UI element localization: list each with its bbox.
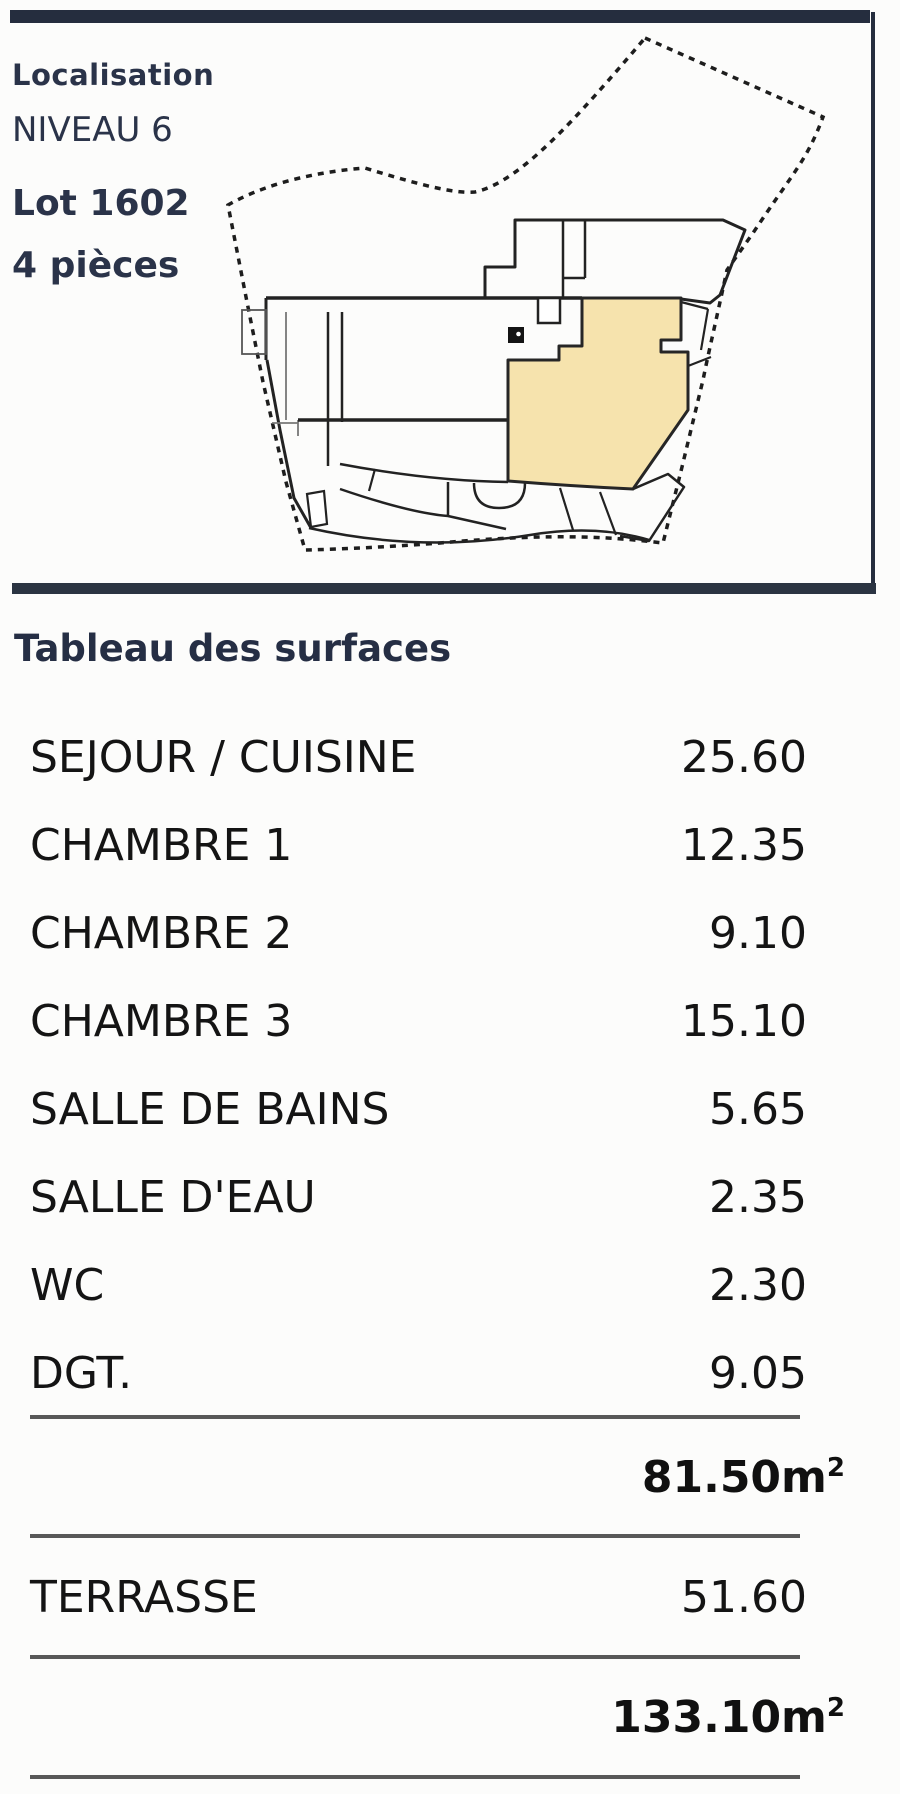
balcony-band-curves (339, 462, 509, 531)
highlighted-lot-1602 (506, 296, 690, 491)
table-row: CHAMBRE 2 9.10 (30, 889, 807, 977)
top-bar (10, 10, 870, 23)
pieces-label: 4 pièces (12, 245, 180, 286)
left-thin-walls (272, 312, 299, 436)
page-title: Localisation (12, 58, 215, 92)
row-value: 2.30 (709, 1259, 807, 1311)
balcony-semicircle-notch (472, 482, 527, 510)
left-balcony-rect (241, 309, 267, 355)
table-row: SALLE DE BAINS 5.65 (30, 1065, 807, 1153)
building-upper-wing (483, 218, 747, 305)
table-row: CHAMBRE 3 15.10 (30, 977, 807, 1065)
terrace-outer-curve (308, 526, 650, 544)
row-value: 2.35 (709, 1171, 807, 1223)
terrasse-row: TERRASSE 51.60 (30, 1569, 807, 1625)
lot-label: Lot 1602 (12, 183, 190, 224)
surfaces-table: SEJOUR / CUISINE 25.60 CHAMBRE 1 12.35 C… (30, 713, 807, 1417)
row-value: 15.10 (681, 995, 807, 1047)
grand-total: 133.10m2 (30, 1692, 845, 1743)
total-value: 133.10m (611, 1692, 827, 1743)
neighbor-unit-walls (680, 300, 712, 368)
habitable-subtotal: 81.50m2 (30, 1452, 845, 1503)
row-label: DGT. (30, 1347, 133, 1399)
row-label: SEJOUR / CUISINE (30, 731, 417, 783)
building-wall-tab (536, 296, 562, 325)
table-row: SEJOUR / CUISINE 25.60 (30, 713, 807, 801)
bottom-left-rect (305, 489, 329, 529)
elevator-marker-icon (508, 327, 524, 343)
subtotal-superscript: 2 (826, 1453, 845, 1483)
section-divider-bar (12, 583, 876, 594)
table-row: SALLE D'EAU 2.35 (30, 1153, 807, 1241)
row-label: SALLE DE BAINS (30, 1083, 390, 1135)
floor-plan (226, 35, 826, 552)
building-upper-wing-walls (561, 221, 587, 297)
right-border-line (871, 12, 875, 586)
horizontal-rule (30, 1415, 800, 1419)
table-row: CHAMBRE 1 12.35 (30, 801, 807, 889)
row-value: 51.60 (681, 1571, 807, 1623)
row-value: 5.65 (709, 1083, 807, 1135)
row-label: SALLE D'EAU (30, 1171, 316, 1223)
subtotal-value: 81.50m (641, 1452, 827, 1503)
row-label: CHAMBRE 1 (30, 819, 293, 871)
level-label: NIVEAU 6 (12, 110, 173, 150)
row-label: CHAMBRE 2 (30, 907, 293, 959)
table-row: DGT. 9.05 (30, 1329, 807, 1417)
interior-walls (326, 312, 344, 466)
horizontal-rule (30, 1534, 800, 1538)
table-row: WC 2.30 (30, 1241, 807, 1329)
elevator-marker-dot (516, 331, 521, 337)
total-superscript: 2 (826, 1693, 845, 1723)
row-value: 9.05 (709, 1347, 807, 1399)
row-label: CHAMBRE 3 (30, 995, 293, 1047)
row-label: WC (30, 1259, 105, 1311)
horizontal-rule (30, 1775, 800, 1779)
bottom-right-terrace (619, 472, 686, 543)
row-value: 9.10 (709, 907, 807, 959)
balcony-divider-ticks (367, 468, 618, 536)
row-value: 12.35 (681, 819, 807, 871)
surfaces-table-title: Tableau des surfaces (14, 627, 452, 670)
row-label: TERRASSE (30, 1571, 258, 1623)
horizontal-rule (30, 1655, 800, 1659)
row-value: 25.60 (681, 731, 807, 783)
